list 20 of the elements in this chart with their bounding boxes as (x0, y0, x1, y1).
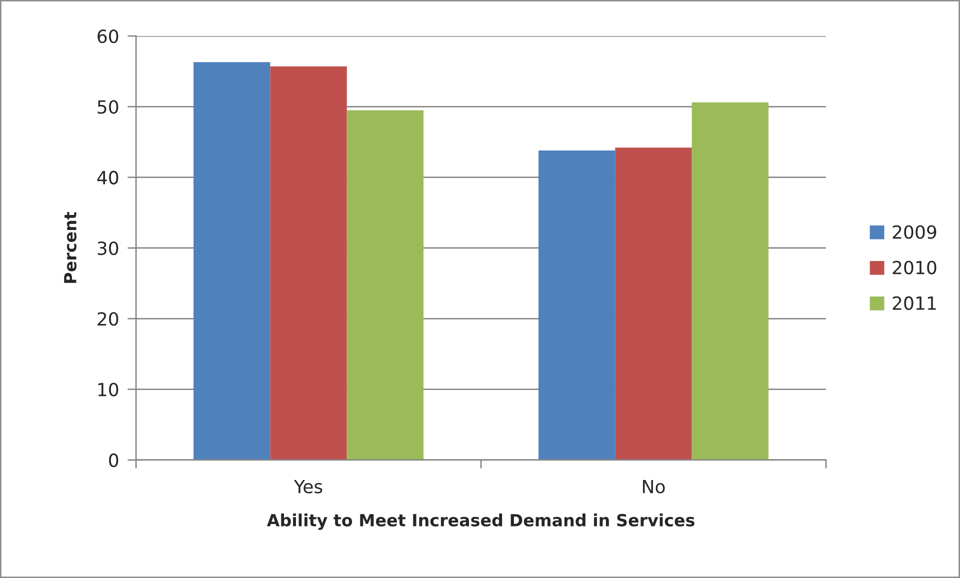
x-tick-label: Yes (294, 480, 322, 494)
legend-label: 2011 (892, 296, 936, 310)
legend-label: 2010 (892, 260, 936, 274)
bar (194, 62, 270, 460)
y-axis-title: Percent (64, 212, 76, 283)
bar (692, 102, 768, 460)
bar (346, 110, 424, 460)
y-tick-label: 50 (98, 100, 118, 114)
y-tick-label: 30 (98, 241, 118, 256)
y-tick-label: 20 (98, 312, 118, 326)
legend-label: 2009 (892, 225, 936, 239)
y-tick-label: 60 (98, 29, 118, 44)
y-tick-label: 40 (97, 170, 118, 184)
bar (615, 148, 692, 460)
bar (270, 66, 347, 460)
y-tick-label: 0 (109, 453, 118, 468)
x-tick-label: No (642, 480, 665, 494)
x-axis-title: Ability to Meet Increased Demand in Services (266, 514, 694, 530)
bar (538, 150, 616, 460)
y-tick-label: 10 (98, 382, 118, 396)
